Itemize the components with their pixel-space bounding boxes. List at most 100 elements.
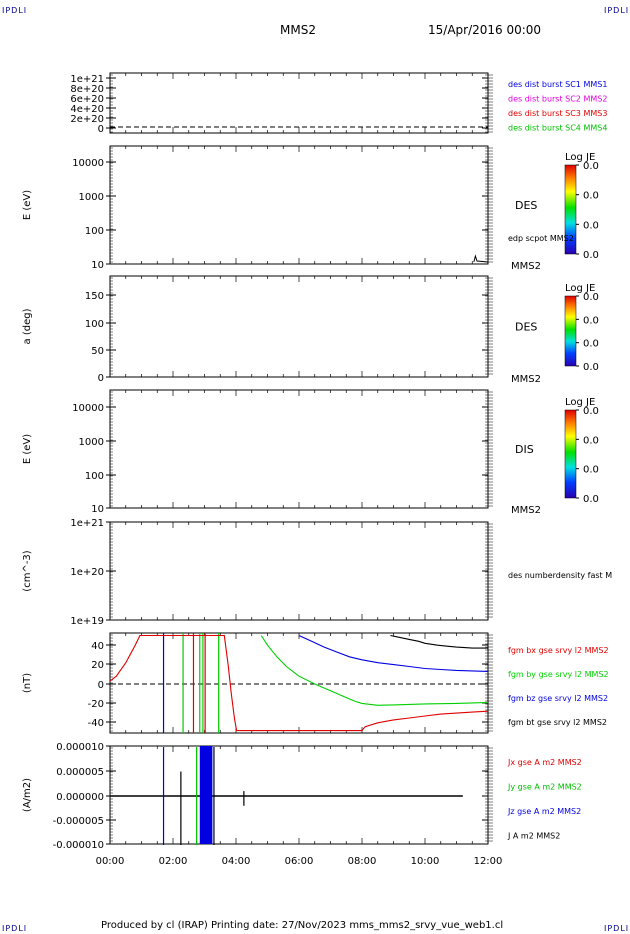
corner-tag-top-left: IPDLI — [2, 6, 28, 15]
scpot-label: edp scpot MMS2 — [508, 234, 574, 243]
b-field-series-line — [390, 634, 488, 649]
y-tick-label: 10 — [91, 504, 104, 515]
x-tick-label: 08:00 — [348, 856, 377, 867]
legend-entry: des dist burst SC3 MMS3 — [508, 109, 607, 118]
y-tick-label: 1e+21 — [70, 518, 104, 529]
colorbar-tick-label: 0.0 — [583, 220, 599, 231]
x-tick-label: 12:00 — [474, 856, 503, 867]
colorbar-tick-label: 0.0 — [583, 292, 599, 303]
y-axis-label: E (eV) — [22, 434, 33, 464]
colorbar-title: Log JE — [565, 283, 595, 294]
y-tick-label: 150 — [85, 291, 104, 302]
current-burst — [199, 746, 213, 844]
legend-entry: Jy gse A m2 MMS2 — [507, 783, 582, 792]
colorbar — [564, 295, 577, 367]
panel-frame — [109, 521, 489, 621]
y-tick-label: 2e+20 — [70, 114, 104, 125]
y-axis-label: (cm^-3) — [22, 550, 33, 591]
colorbar-tick-label: 0.0 — [583, 315, 599, 326]
colorbar-tick-label: 0.0 — [583, 191, 599, 202]
colorbar-tick-label: 0.0 — [583, 465, 599, 476]
spacecraft-label: MMS2 — [511, 374, 541, 385]
spacecraft-label: MMS2 — [511, 505, 541, 516]
y-tick-label: -20 — [88, 699, 104, 710]
panel-frame — [109, 145, 489, 265]
y-tick-label: 100 — [85, 319, 104, 330]
legend-entry: fgm bz gse srvy l2 MMS2 — [508, 694, 608, 703]
y-tick-label: 0 — [98, 373, 104, 384]
y-tick-label: 1000 — [79, 437, 104, 448]
y-tick-label: 20 — [91, 660, 104, 671]
colorbar-tick-label: 0.0 — [583, 250, 599, 261]
y-tick-label: 10000 — [72, 158, 104, 169]
colorbar-tick-label: 0.0 — [583, 435, 599, 446]
x-tick-label: 04:00 — [222, 856, 251, 867]
y-axis-label: (A/m2) — [22, 778, 33, 812]
panel-frame — [109, 745, 489, 845]
legend-entry: Jz gse A m2 MMS2 — [507, 807, 581, 816]
y-tick-label: 6e+20 — [70, 94, 104, 105]
b-field-series-line — [298, 635, 488, 672]
y-tick-label: 0.000005 — [56, 767, 104, 778]
x-tick-label: 00:00 — [96, 856, 125, 867]
y-tick-label: -40 — [88, 718, 104, 729]
colorbar — [564, 164, 577, 255]
colorbar-title: Log JE — [565, 397, 595, 408]
legend-entry: des numberdensity fast M — [508, 571, 612, 580]
y-tick-label: 0.000000 — [56, 792, 104, 803]
y-tick-label: 0 — [98, 124, 104, 135]
legend-entry: fgm bx gse srvy l2 MMS2 — [508, 646, 609, 655]
legend-entry: J A m2 MMS2 — [507, 832, 560, 841]
colorbar-tick-label: 0.0 — [583, 494, 599, 505]
y-tick-label: 40 — [91, 641, 104, 652]
corner-tag-bottom-right: IPDLI — [604, 924, 630, 933]
y-tick-label: 10000 — [72, 403, 104, 414]
colorbar-tick-label: 0.0 — [583, 161, 599, 172]
y-tick-label: 1e+20 — [70, 567, 104, 578]
y-tick-label: -0.000005 — [53, 816, 104, 827]
b-field-series-line — [110, 634, 488, 732]
y-tick-label: 1e+19 — [70, 616, 104, 627]
colorbar-tick-label: 0.0 — [583, 339, 599, 350]
y-tick-label: 10 — [91, 260, 104, 271]
instrument-label: DES — [515, 321, 537, 334]
y-tick-label: 8e+20 — [70, 84, 104, 95]
footer-text: Produced by cl (IRAP) Printing date: 27/… — [101, 920, 504, 931]
panel-frame — [109, 389, 489, 509]
colorbar-tick-label: 0.0 — [583, 406, 599, 417]
scpot-line — [473, 254, 489, 263]
corner-tag-bottom-left: IPDLI — [2, 924, 28, 933]
panel-frame — [109, 72, 489, 134]
legend-entry: des dist burst SC1 MMS1 — [508, 80, 607, 89]
y-tick-label: 100 — [85, 471, 104, 482]
y-axis-label: E (eV) — [22, 190, 33, 220]
spacecraft-label: MMS2 — [511, 261, 541, 272]
y-tick-label: 1000 — [79, 192, 104, 203]
colorbar-title: Log JE — [565, 152, 595, 163]
y-tick-label: 4e+20 — [70, 104, 104, 115]
legend-entry: Jx gse A m2 MMS2 — [507, 758, 582, 767]
instrument-label: DES — [515, 199, 537, 212]
b-field-series-line — [260, 635, 488, 706]
colorbar-tick-label: 0.0 — [583, 362, 599, 373]
legend-entry: fgm bt gse srvy l2 MMS2 — [508, 718, 607, 727]
y-tick-label: 0 — [98, 680, 104, 691]
y-tick-label: 0.000010 — [56, 742, 104, 753]
panel-frame — [109, 632, 489, 734]
spacecraft-title: MMS2 — [280, 23, 316, 37]
y-tick-label: 100 — [85, 226, 104, 237]
colorbar — [564, 409, 577, 499]
x-tick-label: 06:00 — [285, 856, 314, 867]
y-tick-label: 1e+21 — [70, 74, 104, 85]
legend-entry: fgm by gse srvy l2 MMS2 — [508, 670, 609, 679]
panel-frame — [109, 275, 489, 378]
x-tick-label: 02:00 — [159, 856, 188, 867]
corner-tag-top-right: IPDLI — [604, 6, 630, 15]
legend-entry: des dist burst SC4 MMS4 — [508, 124, 607, 133]
y-axis-label: a (deg) — [22, 308, 33, 344]
legend-entry: des dist burst SC2 MMS2 — [508, 95, 607, 104]
date-title: 15/Apr/2016 00:00 — [428, 23, 542, 37]
x-tick-label: 10:00 — [411, 856, 440, 867]
y-axis-label: (nT) — [22, 673, 33, 693]
